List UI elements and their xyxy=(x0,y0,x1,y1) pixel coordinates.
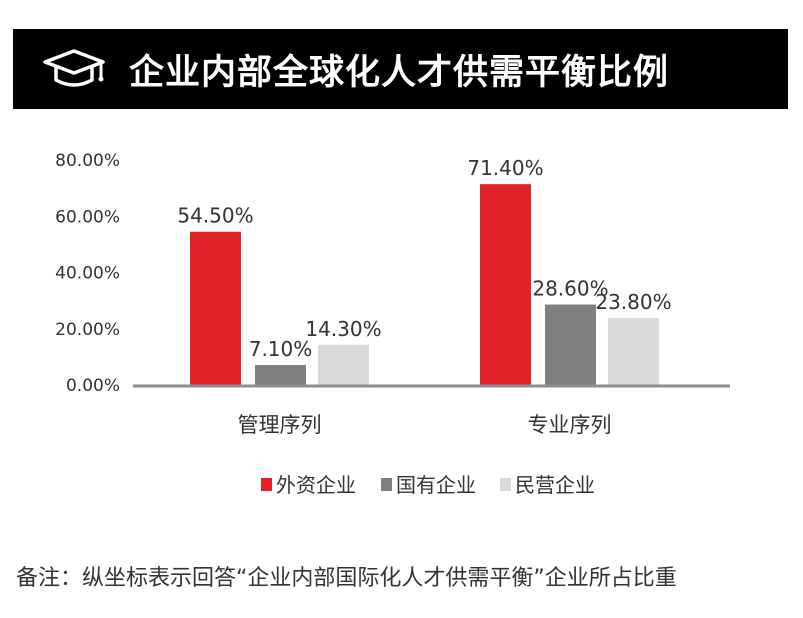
bar-0-0 xyxy=(190,231,241,385)
data-label: 54.50% xyxy=(177,204,253,228)
legend-swatch-1 xyxy=(381,478,392,491)
page-title: 企业内部全球化人才供需平衡比例 xyxy=(129,52,670,93)
category-label: 管理序列 xyxy=(238,413,322,437)
legend-label: 国有企业 xyxy=(396,473,476,497)
data-label: 23.80% xyxy=(595,290,671,314)
data-label: 7.10% xyxy=(249,337,313,361)
data-label: 71.40% xyxy=(467,156,543,180)
legend-swatch-2 xyxy=(500,478,511,491)
bar-1-0 xyxy=(255,365,306,385)
title-bar: 企业内部全球化人才供需平衡比例 xyxy=(13,29,788,109)
footnote: 备注：纵坐标表示回答“企业内部国际化人才供需平衡”企业所占比重 xyxy=(16,566,677,591)
bar-2-1 xyxy=(608,318,659,385)
y-tick-label: 20.00% xyxy=(55,320,120,340)
y-tick-label: 60.00% xyxy=(55,207,120,227)
bar-0-1 xyxy=(480,184,531,385)
y-tick-label: 40.00% xyxy=(55,264,120,284)
y-tick-label: 80.00% xyxy=(55,151,120,171)
legend-label: 外资企业 xyxy=(276,473,356,497)
category-label: 专业序列 xyxy=(528,413,612,437)
data-label: 14.30% xyxy=(305,317,381,341)
data-label: 28.60% xyxy=(532,277,608,301)
legend-label: 民营企业 xyxy=(515,473,595,497)
bar-2-0 xyxy=(318,344,369,385)
y-tick-label: 0.00% xyxy=(66,376,120,396)
graduation-cap-icon xyxy=(43,49,105,87)
bar-1-1 xyxy=(545,304,596,385)
legend-swatch-0 xyxy=(261,478,272,491)
